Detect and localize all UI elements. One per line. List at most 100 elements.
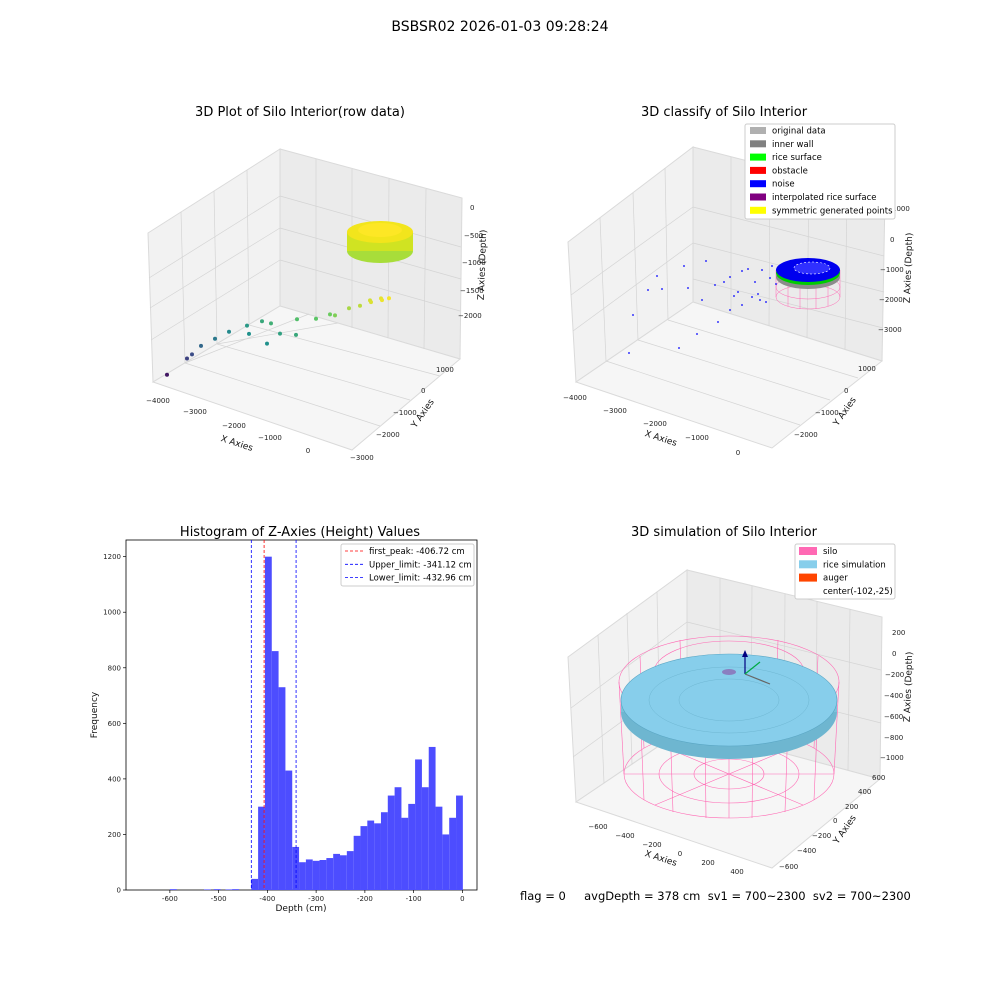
raw-y-tick: 1000 — [436, 366, 454, 374]
panel-simulation: 3D simulation of Silo Interior — [567, 525, 915, 876]
raw-data-point — [278, 331, 282, 336]
sim-z-tick: 0 — [892, 650, 896, 658]
raw-z-tick: −2000 — [458, 312, 482, 320]
hist-bar — [299, 862, 306, 890]
sim-z-tick: −400 — [884, 692, 903, 700]
hist-title: Histogram of Z-Axies (Height) Values — [180, 525, 420, 540]
hist-bar — [340, 855, 347, 890]
hist-bar — [271, 651, 279, 890]
noise-point — [714, 284, 716, 286]
sim-x-tick: 400 — [730, 868, 743, 876]
classify-y-tick: 0 — [844, 387, 848, 395]
sim-x-tick: −200 — [642, 841, 661, 849]
raw-data-point — [265, 341, 269, 346]
sim-y-tick: −600 — [779, 863, 798, 871]
legend-swatch — [750, 180, 766, 188]
noise-point — [765, 301, 767, 303]
raw-x-tick: −1000 — [258, 434, 282, 442]
raw-x-tick: 0 — [306, 447, 310, 455]
raw-data-point — [260, 319, 264, 324]
legend-label: silo — [823, 547, 837, 557]
sim-y-ticks: 600 400 200 0 −200 −400 −600 — [779, 774, 885, 871]
noise-point — [729, 276, 731, 278]
classify-x-tick: −1000 — [685, 434, 709, 442]
raw-data-point — [369, 300, 373, 305]
classify-x-ticks: −4000 −3000 −2000 −1000 0 — [563, 394, 740, 457]
sim-silo-wireframe — [618, 635, 840, 819]
sim-y-tick: 200 — [845, 803, 858, 811]
classify-floor-pane — [574, 301, 884, 449]
hist-bar — [292, 846, 300, 890]
hist-bar — [326, 858, 334, 890]
sim-title: 3D simulation of Silo Interior — [631, 525, 818, 540]
hist-y-tick: 200 — [108, 831, 121, 839]
legend-label: rice surface — [772, 153, 822, 163]
raw-data-point — [269, 321, 273, 326]
sim-y-tick: −200 — [812, 832, 831, 840]
classify-title: 3D classify of Silo Interior — [641, 105, 808, 120]
legend-swatch — [799, 573, 817, 582]
raw-surface-cluster — [347, 221, 413, 263]
raw-x-label: X Axies — [219, 434, 254, 454]
hist-bar — [408, 803, 416, 890]
classify-y-tick: −1000 — [815, 409, 839, 417]
hist-x-tick: -100 — [406, 895, 422, 903]
hist-bar — [169, 889, 177, 890]
raw-data-point — [358, 303, 362, 308]
hist-bar — [353, 835, 361, 890]
noise-point — [723, 281, 725, 283]
hist-bar — [449, 817, 457, 890]
legend-label: center(-102,-25) — [823, 587, 893, 597]
noise-point — [733, 295, 735, 297]
sim-x-tick: −400 — [615, 832, 634, 840]
hist-bar — [360, 826, 368, 890]
classify-z-tick: −2000 — [879, 296, 903, 304]
noise-point — [771, 265, 773, 267]
noise-point — [741, 270, 743, 272]
hist-x-ticks: -600 -500 -400 -300 -200 -100 0 — [162, 890, 465, 903]
sim-x-tick: −600 — [588, 823, 607, 831]
hist-x-tick: -400 — [259, 895, 275, 903]
noise-point — [656, 275, 658, 277]
figure-suptitle: BSBSR02 2026-01-03 09:28:24 — [391, 19, 608, 35]
noise-point — [647, 289, 649, 291]
hist-bar — [232, 889, 240, 890]
legend-label: interpolated rice surface — [772, 193, 877, 203]
hist-bar — [213, 889, 221, 890]
legend-swatch — [750, 153, 766, 161]
raw-point-series — [165, 296, 391, 377]
noise-point — [757, 293, 759, 295]
sim-y-tick: −400 — [797, 847, 816, 855]
raw-data-point — [314, 316, 318, 321]
raw-data-point — [213, 336, 217, 341]
panel-classify: 3D classify of Silo Interior −4000 −3000… — [563, 105, 915, 457]
hist-bar — [251, 878, 259, 890]
raw-y-tick: −2000 — [376, 431, 400, 439]
classify-x-label: X Axies — [643, 429, 678, 449]
hist-axes-frame — [125, 539, 478, 891]
hist-y-tick: 800 — [108, 664, 121, 672]
raw-x-tick: −2000 — [222, 422, 246, 430]
hist-bar — [421, 787, 429, 890]
hist-bar — [258, 806, 265, 890]
legend-swatch — [750, 193, 766, 201]
hist-bar — [264, 556, 272, 890]
classify-x-tick: −3000 — [603, 407, 627, 415]
sim-z-label: Z Axies (Depth) — [903, 652, 915, 723]
hist-bar — [305, 859, 313, 890]
legend-swatch — [750, 206, 766, 214]
noise-point — [751, 296, 753, 298]
hist-y-ticks: 0 200 400 600 800 1000 1200 — [103, 553, 126, 895]
sim-auger — [742, 650, 771, 685]
noise-point — [628, 352, 630, 354]
classify-z-label: Z Axies (Depth) — [903, 233, 915, 304]
raw-y-tick: 0 — [421, 387, 425, 395]
noise-point — [761, 269, 763, 271]
hist-bar — [285, 770, 293, 890]
sim-z-tick: −200 — [885, 671, 904, 679]
legend-label: inner wall — [772, 140, 813, 150]
sim-y-tick: 0 — [833, 817, 837, 825]
sim-z-tick: −1000 — [880, 754, 904, 762]
classify-x-tick: −2000 — [643, 420, 667, 428]
classify-z-tick: −1000 — [880, 266, 904, 274]
